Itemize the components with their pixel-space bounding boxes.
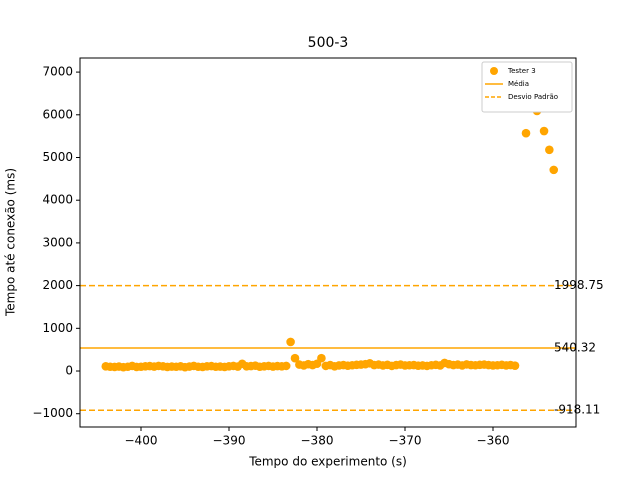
legend: Tester 3 Média Desvio Padrão	[481, 61, 573, 113]
x-tick-label: −380	[301, 434, 334, 448]
legend-marker	[490, 67, 498, 75]
y-tick-label: 3000	[42, 235, 73, 249]
x-axis-label: Tempo do experimento (s)	[248, 455, 407, 469]
x-tick-label: −370	[389, 434, 422, 448]
y-tick-label: 7000	[42, 65, 73, 79]
legend-label: Tester 3	[507, 67, 536, 75]
legend-box	[481, 61, 573, 113]
point	[545, 145, 554, 155]
reference-label: 540.32	[554, 340, 596, 354]
y-axis-label: Tempo até conexão (ms)	[4, 168, 18, 317]
point	[539, 126, 549, 136]
x-tick-label: −400	[125, 434, 158, 448]
point	[290, 353, 300, 363]
point	[317, 353, 326, 363]
y-tick-label: 4000	[42, 193, 73, 207]
plot-frame	[79, 57, 577, 428]
y-tick-label: 1000	[42, 321, 73, 335]
point	[281, 361, 291, 371]
y-tick-label: 2000	[42, 278, 73, 292]
y-tick-label: 5000	[42, 150, 73, 164]
point	[286, 337, 295, 347]
legend-label: Desvio Padrão	[508, 93, 558, 101]
point	[510, 361, 520, 370]
y-tick-label: 6000	[42, 107, 73, 121]
x-tick-label: −360	[477, 434, 510, 448]
legend-label: Média	[508, 80, 529, 88]
point	[549, 165, 559, 175]
point	[521, 128, 531, 138]
reference-label: -918.11	[554, 403, 600, 417]
x-tick-label: −390	[213, 434, 246, 448]
reference-label: 1998.75	[554, 278, 604, 292]
y-tick-label: −1000	[32, 406, 73, 420]
y-tick-label: 0	[65, 364, 73, 378]
chart-title: 500-3	[308, 35, 349, 51]
